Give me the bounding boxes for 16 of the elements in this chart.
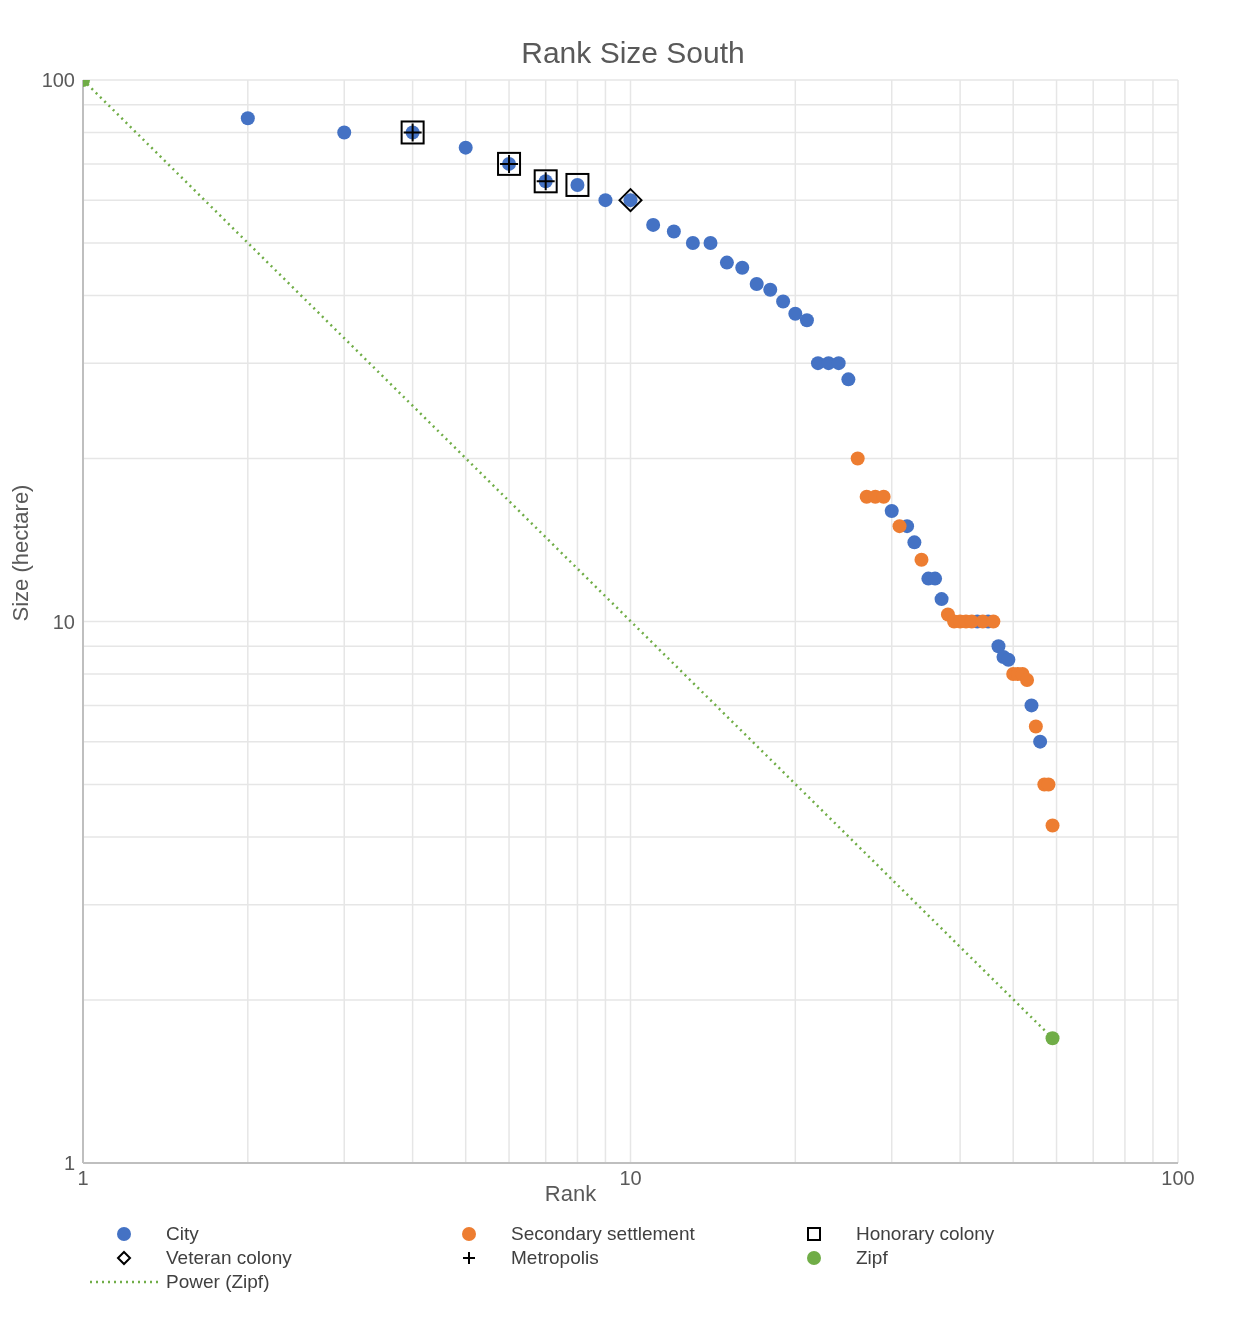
y-tick-label: 100 xyxy=(41,69,75,92)
x-tick-label: 100 xyxy=(1161,1167,1195,1190)
legend-label: Honorary colony xyxy=(856,1223,995,1245)
chart-title: Rank Size South xyxy=(521,36,745,69)
x-tick-label: 10 xyxy=(619,1167,642,1190)
legend-label: Veteran colony xyxy=(166,1247,292,1269)
legend-label: City xyxy=(166,1223,199,1245)
legend-label: Metropolis xyxy=(511,1247,599,1269)
legend-label: Secondary settlement xyxy=(511,1223,695,1245)
y-tick-label: 1 xyxy=(63,1152,75,1175)
x-tick-label: 1 xyxy=(77,1167,89,1190)
y-axis-title: Size (hectare) xyxy=(7,484,33,622)
y-tick-label: 10 xyxy=(52,610,75,633)
x-axis-title: Rank xyxy=(544,1180,598,1206)
legend-label: Power (Zipf) xyxy=(166,1271,270,1293)
legend-label: Zipf xyxy=(856,1247,888,1269)
